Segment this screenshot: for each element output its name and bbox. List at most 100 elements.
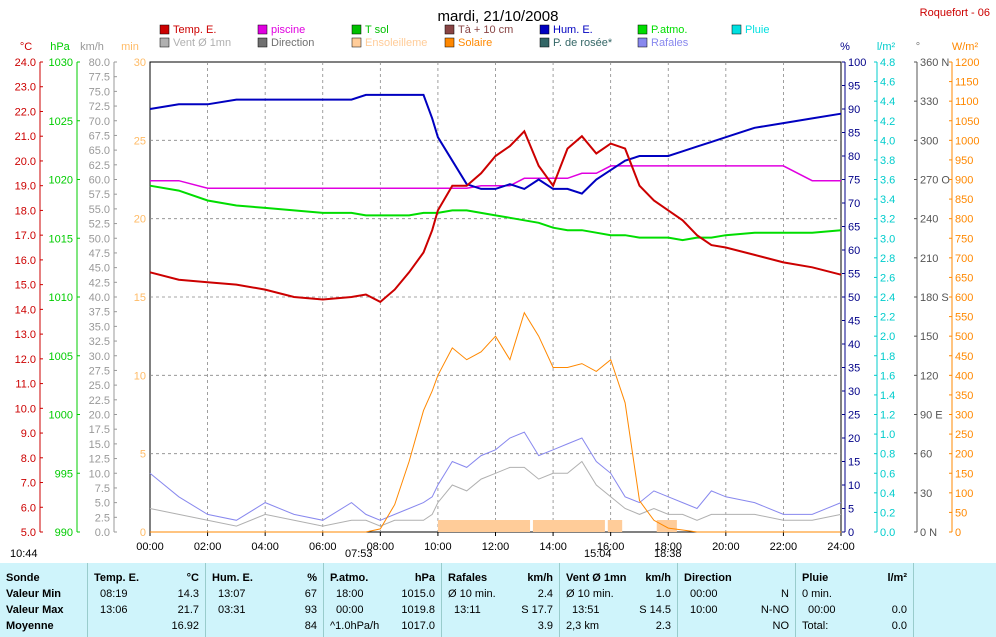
hum-axis-tick: 85 <box>848 128 860 140</box>
hum-axis-tick: 100 <box>848 57 866 69</box>
solar-axis-tick: 600 <box>955 292 973 304</box>
x-tick-label: 02:00 <box>194 541 222 553</box>
legend-label: P.atmo. <box>651 24 688 36</box>
marker-sunset: 18:38 <box>654 548 682 560</box>
rafales-r1-label: Ø 10 min. <box>448 588 496 600</box>
temp-axis-tick: 16.0 <box>15 255 36 267</box>
pluie-unit: l/m² <box>887 572 907 584</box>
sunshine-bar <box>437 520 531 532</box>
series-solaire <box>150 311 841 533</box>
col-sonde: Sonde Valeur Min Valeur Max Moyenne <box>0 563 88 637</box>
rain-unit-label: l/m² <box>877 41 896 53</box>
patmo-trend: ^1.0hPa/h <box>330 620 380 632</box>
rain-axis-tick: 1.6 <box>880 370 895 382</box>
series-lines <box>149 93 842 533</box>
legend-label: Vent Ø 1mn <box>173 37 231 49</box>
rain-axis-tick: 0.8 <box>880 449 895 461</box>
x-tick-label: 00:00 <box>136 541 164 553</box>
wind-axis-tick: 42.5 <box>89 277 110 289</box>
solar-axis-tick: 200 <box>955 449 973 461</box>
sonde-header: Sonde <box>6 572 40 584</box>
wind-axis-tick: 5.0 <box>95 498 110 510</box>
press-axis-tick: 1025 <box>49 116 73 128</box>
chart-title: mardi, 21/10/2008 <box>438 8 559 25</box>
rain-axis-tick: 2.4 <box>880 292 895 304</box>
temp-unit-label: °C <box>20 41 32 53</box>
wind-axis-tick: 72.5 <box>89 101 110 113</box>
hum-axis-tick: 60 <box>848 245 860 257</box>
wind-axis-tick: 47.5 <box>89 248 110 260</box>
temp-axis-tick: 18.0 <box>15 205 36 217</box>
rain-axis-tick: 4.2 <box>880 116 895 128</box>
x-tick-label: 12:00 <box>482 541 510 553</box>
legend-label: P. de rosée* <box>553 37 613 49</box>
rafales-r1-val: 2.4 <box>537 588 553 600</box>
temp-unit: °C <box>186 572 199 584</box>
legend-label: Tà + 10 cm <box>458 24 513 36</box>
min-axis-tick: 10 <box>134 370 146 382</box>
wind-axis-tick: 30.0 <box>89 351 110 363</box>
temp-header: Temp. E. <box>94 572 140 584</box>
legend-label: Ensoleilleme <box>365 37 427 49</box>
col-direction: Direction 00:00 N 10:00 N-NO NO <box>678 563 796 637</box>
dir-axis-tick: 30 <box>920 488 932 500</box>
press-axis-tick: 1015 <box>49 233 73 245</box>
dir-axis-tick: 300 <box>920 135 938 147</box>
x-tick-label: 22:00 <box>770 541 798 553</box>
solar-axis-tick: 1200 <box>955 57 979 69</box>
legend-label: Direction <box>271 37 314 49</box>
hum-unit-label: % <box>840 41 850 53</box>
wind-axis-tick: 62.5 <box>89 160 110 172</box>
hum-axis-tick: 45 <box>848 316 860 328</box>
rafales-header: Rafales <box>448 572 488 584</box>
legend-swatch <box>351 24 362 35</box>
patmo-min-time: 18:00 <box>336 588 364 600</box>
legend-label: Hum. E. <box>553 24 593 36</box>
hum-axis-tick: 65 <box>848 222 860 234</box>
temp-min: 14.3 <box>177 588 199 600</box>
rain-axis-tick: 1.0 <box>880 429 895 441</box>
x-tick-label: 10:00 <box>424 541 452 553</box>
temp-axis-tick: 23.0 <box>15 82 36 94</box>
x-tick-label: 04:00 <box>251 541 279 553</box>
hum-max-time: 03:31 <box>218 604 246 616</box>
vent-r2-val: S 14.5 <box>639 604 671 616</box>
vent-r1-label: Ø 10 min. <box>566 588 614 600</box>
hum-axis-tick: 35 <box>848 363 860 375</box>
pluie-r3-val: 0.0 <box>891 620 907 632</box>
vent-header: Vent Ø 1mn <box>566 572 627 584</box>
wind-axis-tick: 35.0 <box>89 321 110 333</box>
temp-axis-tick: 24.0 <box>15 57 36 69</box>
hum-axis-tick: 5 <box>848 504 854 516</box>
sunshine-bars <box>437 520 677 532</box>
pluie-r2-val: 0.0 <box>891 604 907 616</box>
solar-axis-tick: 650 <box>955 272 973 284</box>
rain-axis-tick: 3.2 <box>880 214 895 226</box>
wind-axis-tick: 50.0 <box>89 233 110 245</box>
marker-noon: 15:04 <box>584 548 612 560</box>
wind-axis-tick: 2.5 <box>95 512 110 524</box>
rain-axis-tick: 3.6 <box>880 175 895 187</box>
vent-r1-val: 1.0 <box>655 588 671 600</box>
x-tick-label: 24:00 <box>827 541 855 553</box>
hum-min: 67 <box>304 588 317 600</box>
rain-axis-tick: 4.0 <box>880 135 895 147</box>
wind-unit-label: km/h <box>80 41 104 53</box>
hum-axis-tick: 40 <box>848 339 860 351</box>
series-hum-e <box>149 93 842 195</box>
legend-swatch <box>539 37 550 48</box>
legend-swatch <box>444 24 455 35</box>
temp-axis-tick: 14.0 <box>15 304 36 316</box>
legend-swatch <box>257 37 268 48</box>
solar-axis-tick: 0 <box>955 527 961 539</box>
rafales-unit: km/h <box>527 572 553 584</box>
dir-axis-tick: 90 E <box>920 410 943 422</box>
press-axis-tick: 1000 <box>49 410 73 422</box>
legend-swatch <box>637 37 648 48</box>
pluie-r2-time: 00:00 <box>808 604 836 616</box>
patmo-max-time: 00:00 <box>336 604 364 616</box>
solar-axis-tick: 800 <box>955 214 973 226</box>
direction-r3-val: NO <box>772 620 790 632</box>
legend-swatch <box>351 37 362 48</box>
vent-unit: km/h <box>645 572 671 584</box>
